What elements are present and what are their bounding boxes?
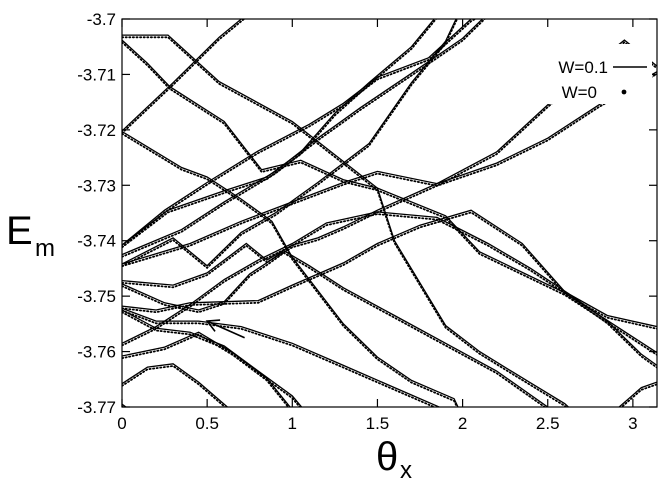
legend-background [498, 44, 652, 104]
x-axis-label: θ [376, 435, 398, 479]
band-w01-line-6 [122, 19, 484, 256]
arrow-annotation [205, 319, 245, 339]
y-tick-label-6: -3.76 [77, 343, 116, 362]
band-w0-dotted-6 [122, 19, 486, 258]
x-tick-label-1: 0.5 [195, 414, 219, 433]
band-w0-dotted-14 [122, 213, 657, 369]
legend-label-w0: W=0 [562, 83, 597, 102]
band-w0-dotted-3 [122, 132, 458, 407]
arrow-head [205, 319, 221, 332]
band-w01-line-4 [122, 19, 473, 246]
band-w01-line-10 [122, 249, 549, 407]
plot-area [122, 19, 657, 440]
y-tick-label-2: -3.72 [77, 121, 116, 140]
band-w0-dotted-4 [122, 19, 478, 249]
y-tick-label-3: -3.73 [77, 176, 116, 195]
band-w01-line-14 [122, 211, 657, 366]
band-w0-dotted-10 [122, 251, 547, 407]
band-w01-line-19 [618, 381, 657, 407]
x-tick-label-2: 1 [288, 414, 297, 433]
x-tick-label-5: 2.5 [536, 414, 560, 433]
band-w0-dotted-5 [122, 19, 438, 249]
x-tick-label-3: 1.5 [366, 414, 390, 433]
band-w0-dotted-19 [620, 383, 657, 407]
y-tick-label-1: -3.71 [77, 65, 116, 84]
axis-ticks: 0 0.5 1 1.5 2 2.5 3 -3.7 -3.71 -3.72 -3.73 -3.74 -3.… [77, 10, 657, 433]
y-tick-label-4: -3.74 [77, 232, 116, 251]
x-tick-label-0: 0 [117, 414, 126, 433]
legend-dot-sample [621, 89, 627, 95]
plot-frame [121, 18, 658, 408]
y-tick-label-7: -3.77 [77, 398, 116, 417]
band-w0-dotted-18 [437, 434, 488, 440]
y-axis-label: E [6, 209, 33, 253]
band-w0-dotted-2 [122, 19, 246, 135]
band-w01-line-12 [122, 307, 441, 407]
y-tick-label-5: -3.75 [77, 287, 116, 306]
band-w01-line-9 [122, 71, 657, 286]
x-axis-label-subscript: x [400, 457, 412, 481]
y-axis-label-subscript: m [35, 235, 55, 262]
band-w0-dotted-12 [122, 309, 437, 407]
band-w01-line-16 [122, 363, 229, 407]
legend: W=0.1 W=0 [498, 44, 652, 104]
band-w0-dotted-16 [122, 365, 227, 407]
band-w01-line-17 [122, 403, 128, 407]
band-w01-line-1 [122, 39, 570, 407]
legend-label-w01: W=0.1 [558, 58, 608, 77]
band-w0-dotted-9 [122, 73, 657, 289]
band-w01-line-8 [122, 19, 457, 267]
band-w01-line-2 [122, 19, 243, 132]
x-tick-label-6: 3 [628, 414, 637, 433]
band-w0-dotted-1 [122, 41, 568, 407]
band-w0-dotted-15 [122, 333, 290, 407]
band-w0-dotted-17 [122, 405, 125, 407]
band-w0-dotted-8 [122, 19, 459, 270]
x-tick-label-4: 2 [458, 414, 467, 433]
band-w01-line-15 [122, 331, 291, 407]
y-tick-label-0: -3.7 [87, 10, 116, 29]
band-w01-line-3 [122, 130, 459, 407]
arrow-shaft [206, 320, 245, 339]
